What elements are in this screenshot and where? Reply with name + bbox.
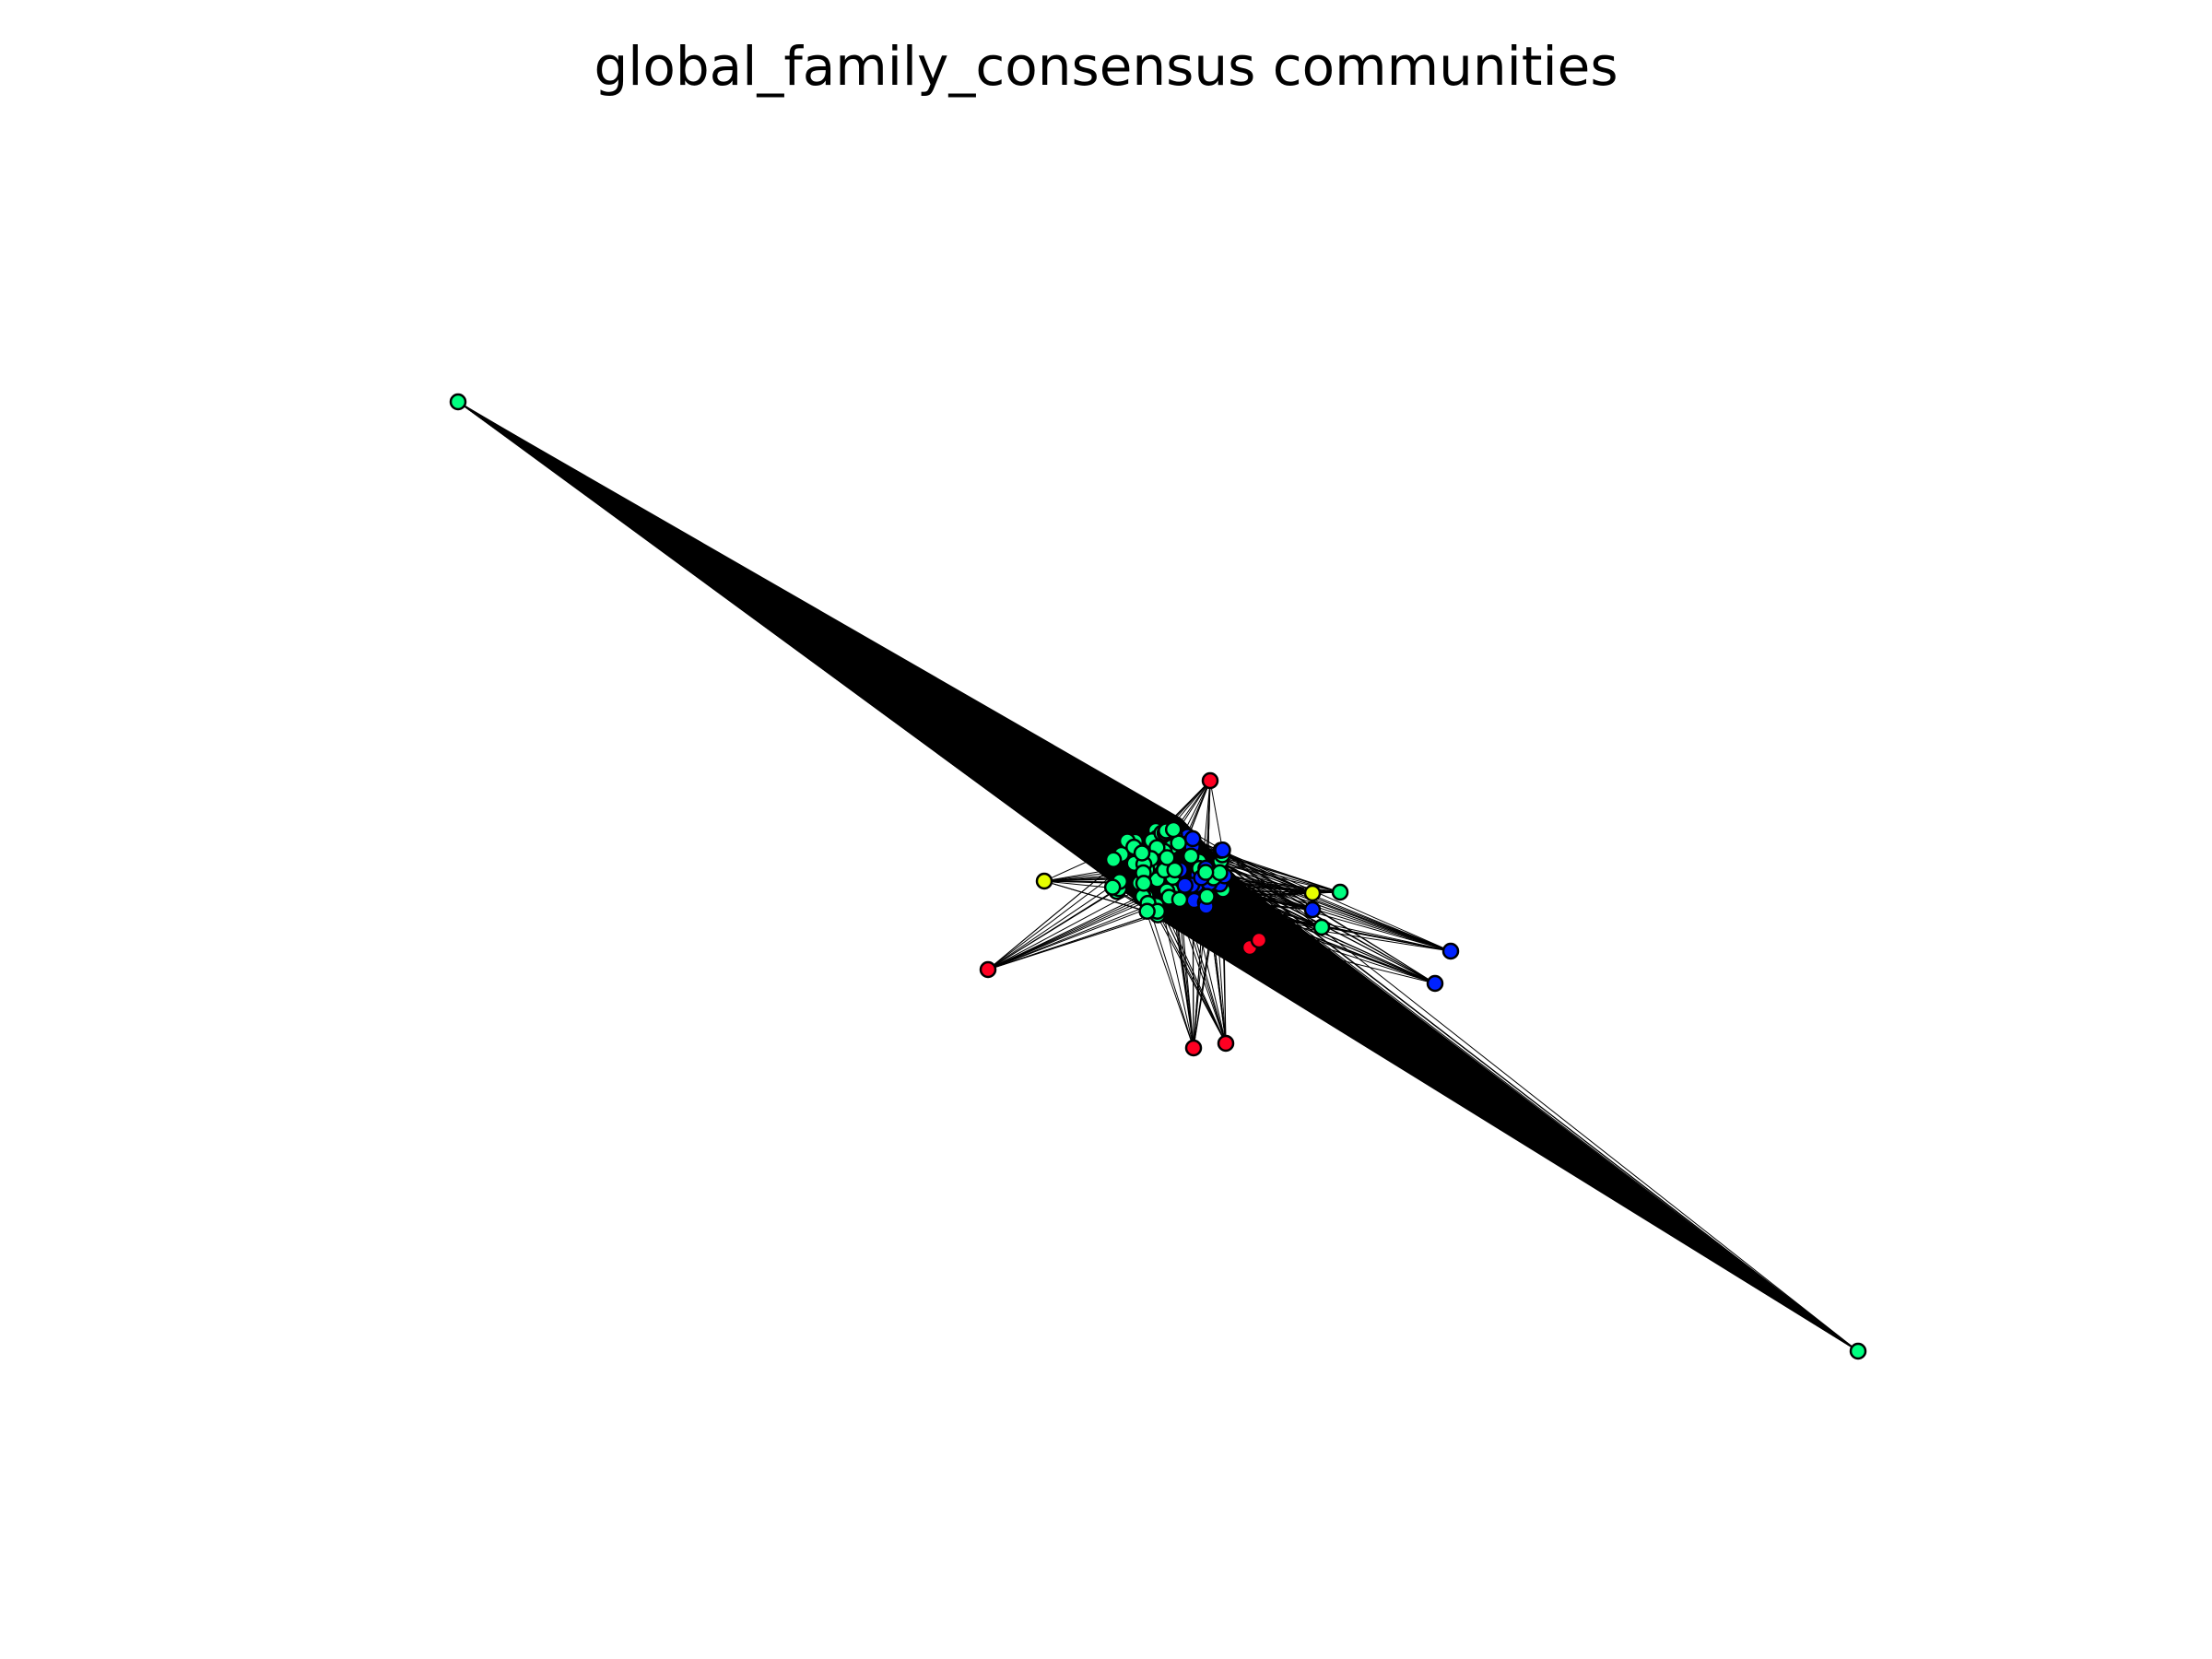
edge [1220,860,1452,952]
edge [457,401,1223,855]
edge [457,401,1202,878]
edge [457,401,1192,857]
node-green-cluster [1133,844,1151,862]
node-green-cluster [1138,902,1156,921]
edge [1178,842,1859,1352]
edge [1220,850,1452,952]
node-blue-far-right [1426,974,1444,993]
edge [1147,911,1323,928]
edge [457,401,1148,904]
node-red-center [1250,931,1268,949]
node-green-right [1331,883,1349,901]
edge [987,888,1120,971]
edge [987,895,1142,971]
edge [1193,896,1208,1049]
edge [457,401,1144,874]
edge [1206,896,1859,1352]
edge [1179,899,1859,1352]
node-green-cluster [1198,888,1216,905]
node-red-bottom-left [1184,1039,1203,1057]
edge [457,401,1174,900]
node-yellow-left [1035,872,1053,890]
node-green-cluster [1164,820,1182,839]
edge [457,401,1175,871]
edge [987,848,1135,971]
node-red-left [979,960,997,979]
node-green-cluster [1196,864,1215,881]
edge [1156,904,1859,1352]
edge [1150,858,1194,1049]
edge [457,401,1206,873]
node-red-bottom-right [1217,1034,1235,1053]
node-layer [449,393,1867,1360]
edge [1213,877,1452,952]
node-blue-cluster [1183,830,1202,848]
edge [457,401,1140,884]
edge [1213,877,1859,1352]
edge [1206,867,1859,1352]
edge [1222,849,1436,984]
edge [457,401,1122,855]
edge [457,401,1223,851]
node-green-cluster [1159,849,1176,866]
edge [457,401,1159,916]
edge [1157,911,1859,1352]
edge [987,904,1157,971]
node-green-right [1312,918,1331,936]
node-green-outlier-lower-right [1849,1342,1867,1360]
edge [1193,884,1221,1049]
edge [1146,869,1859,1352]
edge [1171,887,1436,984]
node-green-outlier-upper-left [449,393,467,411]
node-blue-right [1303,900,1322,919]
edge [1143,882,1859,1352]
edge [1205,877,1859,1352]
edge [1192,845,1452,952]
edge [1222,854,1341,893]
edge [457,401,1143,853]
node-green-cluster [1182,847,1200,865]
node-blue-cluster [1214,841,1231,859]
node-green-cluster [1104,851,1123,869]
edge [1195,894,1859,1352]
node-green-cluster [1211,864,1229,882]
edge [1157,847,1859,1352]
edge [1147,911,1859,1352]
node-green-cluster [1103,878,1122,896]
edge [1158,914,1436,984]
node-green-cluster [1135,875,1153,892]
figure-title: global_family_consensus communities [594,35,1618,98]
edge [1209,780,1223,851]
edge [1140,896,1194,1049]
node-green-cluster [1166,861,1183,879]
edge [457,401,1206,903]
edge [1220,850,1859,1352]
edge [1206,905,1859,1352]
node-green-cluster [1171,890,1189,909]
edge [1043,880,1159,916]
edge [457,401,1193,847]
edge [1180,869,1859,1352]
node-blue-far-right [1441,942,1460,960]
node-yellow-right [1303,884,1322,902]
edge [1192,838,1313,894]
edge [457,401,1185,887]
node-blue-cluster [1176,877,1194,894]
node-red-top [1201,771,1219,790]
